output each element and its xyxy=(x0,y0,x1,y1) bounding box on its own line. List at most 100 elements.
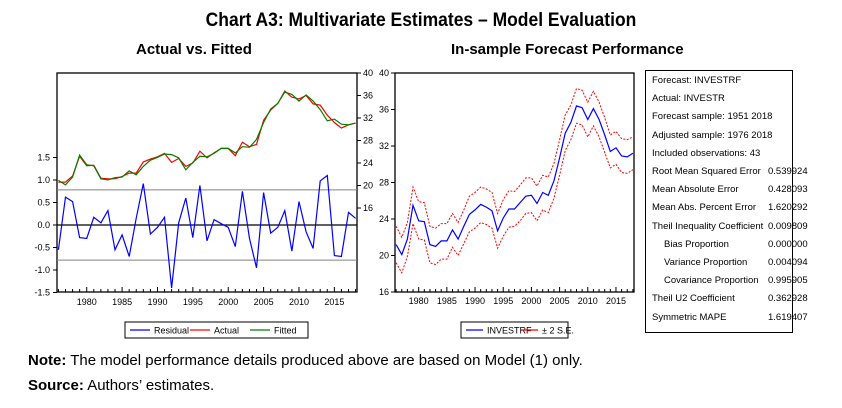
x-tick-label: 2015 xyxy=(606,296,626,306)
stat-label: Theil Inequality Coefficient xyxy=(652,220,764,232)
stat-label: Covariance Proportion xyxy=(664,275,759,287)
left-y-tick-label: -1.5 xyxy=(34,288,50,298)
x-tick-label: 2005 xyxy=(550,296,570,306)
stat-row: Mean Abs. Percent Error 1.620292 xyxy=(652,202,808,216)
left-y-tick-label: 0.5 xyxy=(37,198,50,208)
series-line-residual xyxy=(57,174,356,289)
y-tick-label: 24 xyxy=(379,214,389,224)
stat-label: Theil U2 Coefficient xyxy=(652,293,735,305)
stat-value: 1.619407 xyxy=(768,311,808,323)
stat-value: 0.004094 xyxy=(768,257,808,268)
y-tick-label: 36 xyxy=(379,105,389,115)
stat-value: 1.620292 xyxy=(768,202,808,214)
left-y-tick-label: 1.5 xyxy=(37,153,50,163)
stat-label: Mean Absolute Error xyxy=(652,184,739,196)
left-y-tick-label: 0.0 xyxy=(37,220,50,230)
note-label: Note: xyxy=(28,352,67,369)
y-tick-label: 32 xyxy=(379,141,389,151)
stat-row: Forecast: INVESTRF xyxy=(652,75,792,89)
legend-label: ± 2 S.E. xyxy=(542,326,574,336)
stat-row: Bias Proportion 0.000000 xyxy=(652,238,808,253)
x-tick-label: 1980 xyxy=(409,296,429,306)
stat-label: Variance Proportion xyxy=(664,257,748,268)
x-tick-label: 1980 xyxy=(77,297,97,307)
right-y-tick-label: 36 xyxy=(363,91,373,101)
right-y-tick-label: 16 xyxy=(363,203,373,213)
stat-label: Bias Proportion xyxy=(664,238,729,250)
series-line--2-s-e- xyxy=(395,122,634,275)
left-y-tick-label: 1.0 xyxy=(37,175,50,185)
right-y-tick-label: 24 xyxy=(363,158,373,168)
stat-label: Root Mean Squared Error xyxy=(652,166,761,177)
stat-row: Variance Proportion 0.004094 xyxy=(652,257,808,271)
stat-row: Root Mean Squared Error 0.539924 xyxy=(652,166,808,180)
right-y-tick-label: 40 xyxy=(363,68,373,78)
forecast-stats-table: Forecast: INVESTRF Actual: INVESTR Forecas… xyxy=(645,70,808,333)
x-tick-label: 1985 xyxy=(112,297,132,307)
x-tick-label: 1995 xyxy=(183,297,203,307)
stat-value: 0.995905 xyxy=(768,275,808,287)
stat-label: Forecast sample: 1951 2018 xyxy=(652,111,773,123)
series-line-fitted xyxy=(58,91,356,186)
stat-row: Forecast sample: 1951 2018 xyxy=(652,111,792,125)
legend-label: Fitted xyxy=(274,326,297,336)
y-tick-label: 40 xyxy=(379,68,389,78)
stat-label: Included observations: 43 xyxy=(652,147,761,159)
note: Note: The model performance details prod… xyxy=(28,352,583,369)
stat-row: Covariance Proportion 0.995905 xyxy=(652,275,808,289)
stat-value: 0.362928 xyxy=(768,293,808,305)
y-tick-label: 20 xyxy=(379,251,389,261)
right-chart-title: In-sample Forecast Performance xyxy=(451,41,684,58)
y-tick-label: 28 xyxy=(379,178,389,188)
y-tick-label: 16 xyxy=(379,287,389,297)
stat-value: 0.009809 xyxy=(768,220,808,232)
series-line-actual xyxy=(58,90,356,183)
stat-row: Included observations: 43 xyxy=(652,148,792,162)
x-tick-label: 1995 xyxy=(493,296,513,306)
right-y-tick-label: 32 xyxy=(363,113,373,123)
legend-label: INVESTRF xyxy=(487,326,532,336)
source: Source: Authors’ estimates. xyxy=(28,377,214,394)
series-line-investrf xyxy=(395,105,634,257)
x-tick-label: 2015 xyxy=(324,297,344,307)
stat-row: Actual: INVESTR xyxy=(652,93,792,107)
right-legend-box xyxy=(460,321,569,339)
stat-row: Adjusted sample: 1976 2018 xyxy=(652,130,792,144)
x-tick-label: 2010 xyxy=(578,296,598,306)
left-y-tick-label: -0.5 xyxy=(34,243,50,253)
left-chart-title: Actual vs. Fitted xyxy=(136,41,252,58)
right-y-tick-label: 28 xyxy=(363,136,373,146)
series-line--2-s-e- xyxy=(395,87,634,239)
chart-title: Chart A3: Multivariate Estimates – Model… xyxy=(205,10,637,31)
stat-label: Actual: INVESTR xyxy=(652,93,725,105)
right-plot-frame xyxy=(394,72,635,293)
x-tick-label: 1990 xyxy=(147,297,167,307)
stat-label: Symmetric MAPE xyxy=(652,311,727,323)
x-tick-label: 1990 xyxy=(465,296,485,306)
legend-label: Residual xyxy=(154,326,189,336)
stat-row: Mean Absolute Error 0.428093 xyxy=(652,184,808,198)
stat-label: Adjusted sample: 1976 2018 xyxy=(652,129,773,141)
x-tick-label: 2010 xyxy=(289,297,309,307)
stat-row: Theil Inequality Coefficient 0.009809 xyxy=(652,220,808,235)
stat-label: Forecast: INVESTRF xyxy=(652,75,742,86)
stat-row: Theil U2 Coefficient 0.362928 xyxy=(652,293,808,307)
stat-label: Mean Abs. Percent Error xyxy=(652,202,757,214)
stat-value: 0.000000 xyxy=(768,238,808,250)
left-y-tick-label: -1.0 xyxy=(34,265,50,275)
stat-value: 0.428093 xyxy=(768,184,808,196)
source-text: Authors’ estimates. xyxy=(83,377,215,394)
left-legend-box xyxy=(124,321,309,339)
x-tick-label: 2005 xyxy=(254,297,274,307)
stat-value: 0.539924 xyxy=(768,166,808,177)
stat-row: Symmetric MAPE 1.619407 xyxy=(652,311,808,326)
legend-label: Actual xyxy=(214,326,239,336)
right-y-tick-label: 20 xyxy=(363,181,373,191)
x-tick-label: 2000 xyxy=(521,296,541,306)
left-plot-frame xyxy=(56,72,358,293)
note-text: The model performance details produced a… xyxy=(66,352,583,369)
x-tick-label: 1985 xyxy=(437,296,457,306)
x-tick-label: 2000 xyxy=(218,297,238,307)
source-label: Source: xyxy=(28,377,84,394)
